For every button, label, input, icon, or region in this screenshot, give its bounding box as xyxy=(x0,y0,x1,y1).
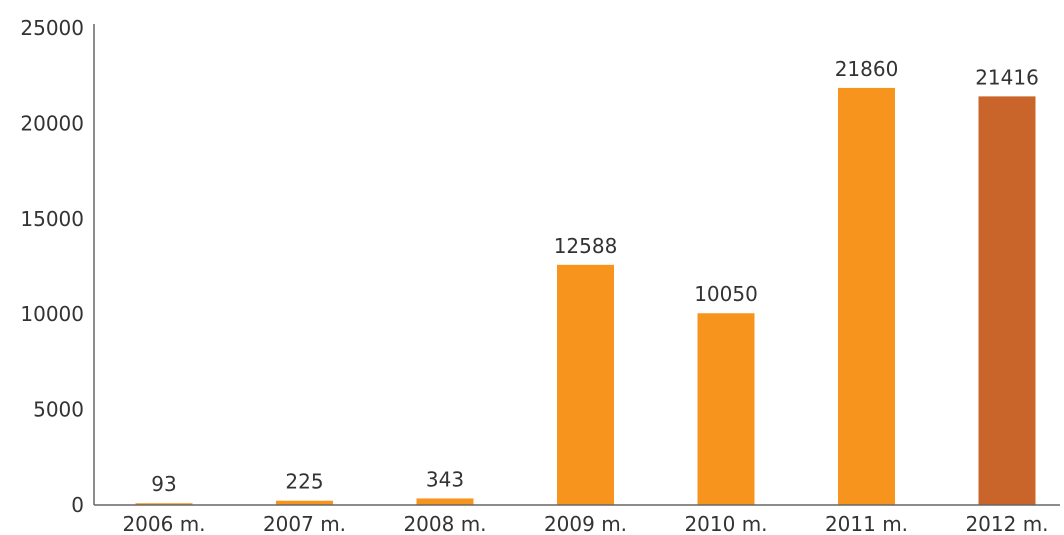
y-tick-label: 25000 xyxy=(20,16,84,40)
bars xyxy=(135,87,1036,506)
bar-value-label: 93 xyxy=(151,472,176,496)
x-tick-label: 2006 m. xyxy=(122,512,205,535)
bar xyxy=(276,500,333,505)
bar xyxy=(978,96,1036,505)
y-axis-ticks: 0 5000 10000 15000 20000 25000 xyxy=(20,16,84,517)
bar xyxy=(697,313,755,505)
bar-value-label: 21416 xyxy=(975,65,1039,89)
bar xyxy=(838,87,895,506)
bar xyxy=(135,503,193,505)
x-tick-label: 2010 m. xyxy=(684,512,767,535)
bar-value-label: 343 xyxy=(426,467,464,491)
bar-value-label: 10050 xyxy=(694,282,758,306)
bar xyxy=(557,264,614,505)
y-tick-label: 5000 xyxy=(33,398,84,422)
x-tick-label: 2007 m. xyxy=(263,512,346,535)
data-labels: 93 225 343 12588 10050 21860 21416 xyxy=(151,57,1039,496)
y-tick-label: 20000 xyxy=(20,111,84,135)
bar xyxy=(416,498,474,505)
x-axis-ticks: 2006 m. 2007 m. 2008 m. 2009 m. 2010 m. 2011 … xyxy=(122,512,1048,535)
y-tick-label: 0 xyxy=(71,493,84,517)
y-tick-label: 15000 xyxy=(20,207,84,231)
bar-value-label: 21860 xyxy=(835,57,899,81)
x-tick-label: 2008 m. xyxy=(403,512,486,535)
x-tick-label: 2011 m. xyxy=(825,512,908,535)
x-tick-label: 2009 m. xyxy=(544,512,627,535)
y-tick-label: 10000 xyxy=(20,302,84,326)
bar-value-label: 12588 xyxy=(554,234,618,258)
bar-value-label: 225 xyxy=(285,470,323,494)
x-tick-label: 2012 m. xyxy=(965,512,1048,535)
